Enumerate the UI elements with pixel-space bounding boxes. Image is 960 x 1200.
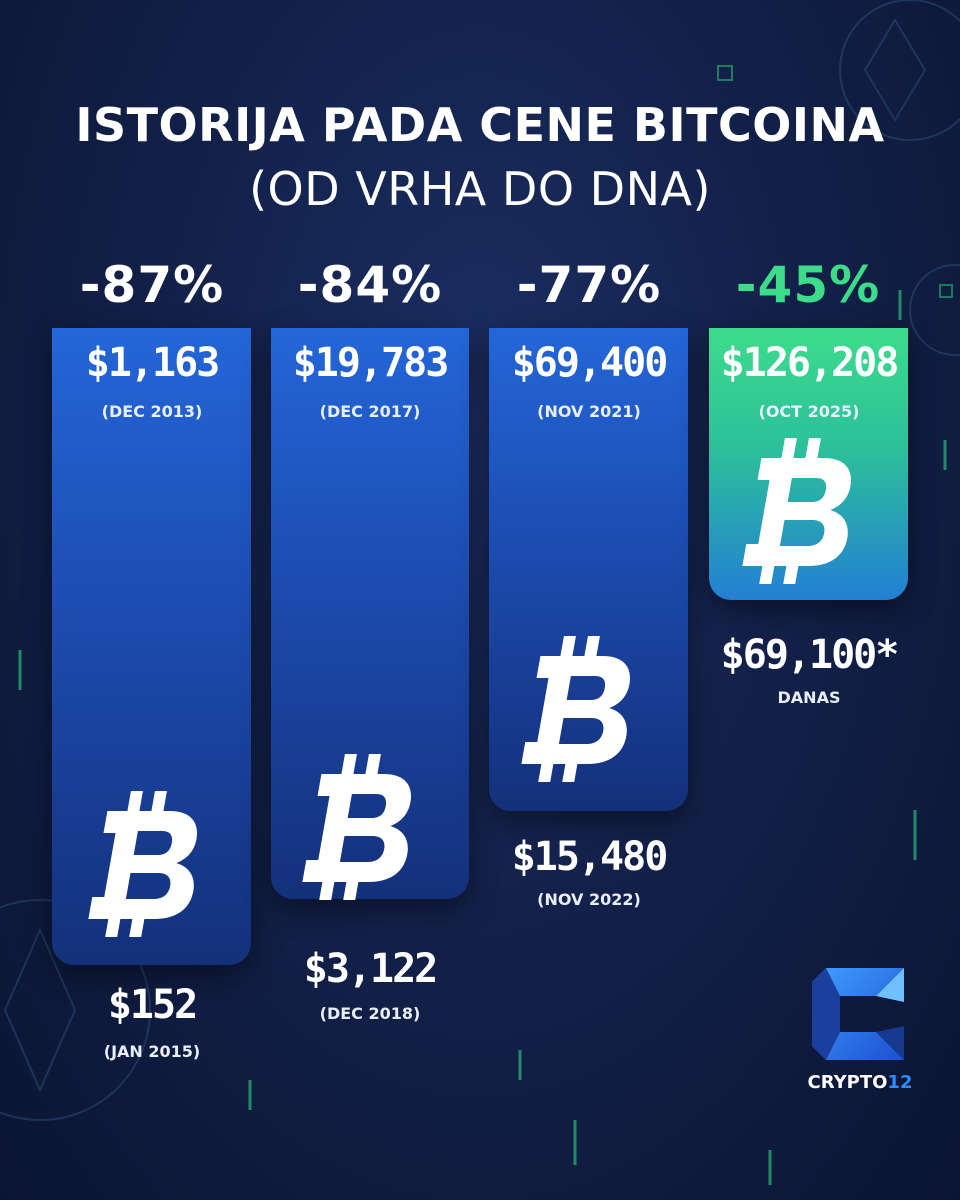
brand-name-text: CRYPTO <box>807 1072 888 1093</box>
drop-percent-label: -87% <box>79 256 225 314</box>
chart-subtitle: (OD VRHA DO DNA) <box>249 162 711 216</box>
peak-price-label: $1,163 <box>85 340 221 386</box>
brand-name: CRYPTO12 <box>800 1072 920 1093</box>
brand-name-accent: 12 <box>887 1072 913 1093</box>
peak-date-label: (NOV 2021) <box>537 402 641 421</box>
current-price-caption: DANAS <box>777 688 841 707</box>
drop-percent-label: -84% <box>297 256 443 314</box>
bottom-price-label: $3,122 <box>303 946 439 992</box>
peak-date-label: (DEC 2013) <box>101 402 203 421</box>
peak-price-label: $19,783 <box>292 340 450 386</box>
peak-price-label: $126,208 <box>720 340 900 386</box>
drop-percent-label: -45% <box>735 256 881 314</box>
current-price-label: $69,100* <box>720 632 900 678</box>
bottom-price-label: $152 <box>107 982 198 1028</box>
bitcoin-icon <box>742 438 852 584</box>
drop-bar <box>271 328 469 899</box>
drop-percent-label: -77% <box>516 256 662 314</box>
bottom-date-label: (NOV 2022) <box>537 890 641 909</box>
peak-date-label: (DEC 2017) <box>319 402 421 421</box>
chart-title: ISTORIJA PADA CENE BITCOINA <box>75 98 885 152</box>
bitcoin-icon <box>88 791 198 937</box>
crypto12-logo-icon <box>812 968 904 1060</box>
bottom-price-label: $15,480 <box>511 834 669 880</box>
peak-price-label: $69,400 <box>511 340 669 386</box>
drop-bar <box>489 328 688 811</box>
peak-date-label: (OCT 2025) <box>758 402 860 421</box>
bitcoin-icon <box>302 754 412 900</box>
bottom-date-label: (JAN 2015) <box>103 1042 201 1061</box>
bitcoin-icon <box>521 636 631 782</box>
bottom-date-label: (DEC 2018) <box>319 1004 421 1023</box>
